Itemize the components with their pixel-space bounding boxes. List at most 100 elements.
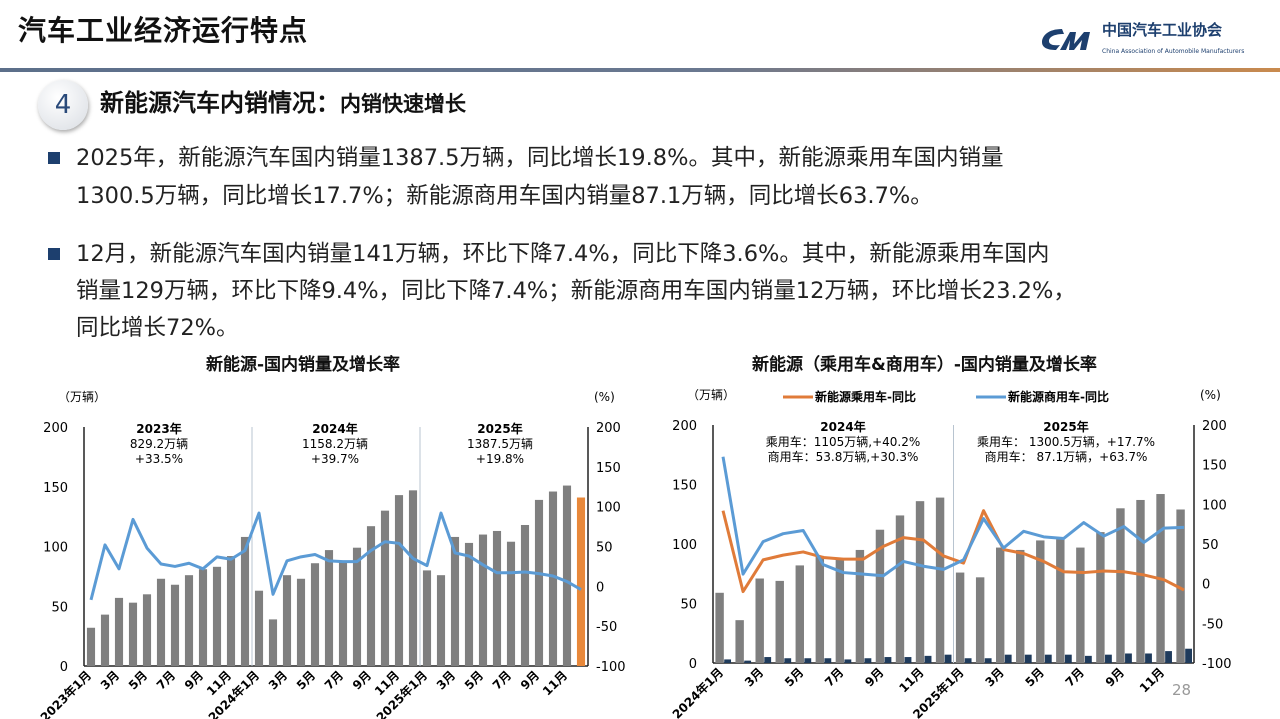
- commercial-sales-bar: [944, 654, 952, 663]
- section-title: 新能源汽车内销情况：内销快速增长: [100, 88, 466, 119]
- sales-bar: [562, 485, 572, 666]
- commercial-sales-bar: [1024, 654, 1032, 663]
- sales-bar: [324, 550, 334, 666]
- chart-2-annotation-line: 2024年: [820, 419, 865, 434]
- chart-2-annotation-line: 商用车： 87.1万辆，+63.7%: [985, 449, 1148, 464]
- commercial-sales-bar: [1145, 653, 1152, 663]
- passenger-sales-bar: [1096, 532, 1105, 663]
- bullet-2-line-3: 同比增长72%。: [76, 315, 239, 341]
- commercial-sales-bar: [924, 655, 932, 663]
- chart-2-xtick: 5月: [1023, 665, 1047, 689]
- commercial-sales-bar: [984, 658, 992, 663]
- passenger-sales-bar: [1116, 508, 1125, 663]
- chart-1-ytick-right: 150: [596, 461, 621, 476]
- commercial-sales-bar: [1044, 654, 1052, 663]
- passenger-sales-bar: [755, 578, 764, 663]
- chart-1-annotation-line: 2024年: [312, 421, 357, 436]
- chart-1-xtick: 2023年1月: [37, 668, 94, 719]
- chart-1-ytick-right: 100: [596, 501, 621, 516]
- bullet-1-line-2: 1300.5万辆，同比增长17.7%；新能源商用车国内销量87.1万辆，同比增长…: [76, 183, 933, 209]
- passenger-sales-bar: [795, 565, 804, 663]
- commercial-sales-bar: [844, 659, 852, 663]
- sales-bar: [296, 578, 306, 666]
- section-title-main: 新能源汽车内销情况：: [100, 89, 340, 117]
- chart-1-xtick: 5月: [294, 668, 318, 692]
- chart-2-annotation-line: 商用车：53.8万辆,+30.3%: [768, 449, 919, 464]
- chart-2-xtick: 7月: [822, 665, 846, 689]
- chart-2-xtick: 11月: [1137, 665, 1167, 695]
- sales-bar: [422, 570, 432, 666]
- passenger-sales-bar: [915, 501, 925, 663]
- chart-1-annotation-line: 1387.5万辆: [467, 437, 533, 451]
- sales-bar: [520, 524, 530, 666]
- commercial-sales-bar: [1185, 648, 1192, 663]
- commercial-sales-bar: [724, 659, 732, 663]
- chart-1-xtick: 3月: [266, 668, 290, 692]
- sales-bar: [478, 534, 488, 666]
- commercial-sales-bar: [764, 657, 772, 663]
- chart-2-ytick-right: 0: [1202, 578, 1210, 593]
- legend-label-2: 新能源商用车-同比: [1008, 389, 1109, 404]
- chart-2-ytick-left: 200: [672, 419, 697, 434]
- sales-bar: [394, 495, 404, 666]
- chart-1-ylabel-right: (%): [594, 390, 615, 404]
- chart-1-annotation-line: 2023年: [136, 421, 181, 436]
- chart-1-ylabel-left: （万辆）: [58, 390, 106, 404]
- chart-2-xtick: 3月: [982, 665, 1006, 689]
- bullet-2-line-1: 12月，新能源汽车国内销量141万辆，环比下降7.4%，同比下降3.6%。其中，…: [76, 241, 1050, 267]
- passenger-sales-bar: [975, 577, 985, 663]
- section-subtitle: 内销快速增长: [340, 92, 466, 116]
- chart-1-ytick-left: 50: [51, 600, 68, 615]
- yoy-growth-line: [89, 511, 582, 601]
- bullet-2-line-2: 销量129万辆，环比下降9.4%，同比下降7.4%；新能源商用车国内销量12万辆…: [76, 278, 1076, 304]
- caam-logo: 中国汽车工业协会 China Association of Automobile…: [1040, 20, 1280, 64]
- commercial-sales-bar: [1165, 651, 1172, 663]
- chart-2-xtick: 9月: [862, 665, 886, 689]
- chart-1-xtick: 11月: [540, 668, 570, 698]
- sales-bar: [170, 584, 180, 666]
- chart-1-xtick: 7月: [490, 668, 514, 692]
- sales-bar: [128, 602, 138, 666]
- commercial-sales-bar: [804, 658, 812, 663]
- sales-bar: [156, 578, 166, 666]
- chart-2-ytick-left: 100: [672, 538, 697, 553]
- chart-1-xtick: 3月: [434, 668, 458, 692]
- sales-bar: [212, 566, 222, 666]
- sales-bar: [282, 575, 292, 666]
- chart-2-ytick-left: 50: [680, 598, 697, 613]
- chart-2-xtick: 3月: [742, 665, 766, 689]
- chart-2-xtick: 7月: [1063, 665, 1087, 689]
- passenger-sales-bar: [835, 559, 845, 663]
- commercial-sales-bar: [1125, 653, 1132, 663]
- chart-2-annotation-line: 乘用车： 1300.5万辆，+17.7%: [977, 434, 1155, 449]
- passenger-sales-bar: [855, 549, 865, 663]
- passenger-sales-bar: [1016, 549, 1025, 663]
- passenger-sales-bar: [1176, 509, 1185, 663]
- chart-1-ytick-left: 100: [43, 541, 68, 556]
- sales-bar: [114, 597, 124, 666]
- chart-2-ytick-right: 200: [1202, 419, 1227, 434]
- header-divider: [0, 68, 1280, 72]
- legend-label-1: 新能源乘用车-同比: [815, 389, 916, 404]
- sales-bar: [450, 536, 460, 666]
- chart-2-ylabel-right: (%): [1200, 388, 1221, 402]
- sales-bar: [548, 491, 558, 666]
- sales-bar: [254, 590, 264, 666]
- sales-bar: [338, 562, 348, 666]
- passenger-yoy-line: [721, 509, 1185, 594]
- sales-bar: [576, 497, 586, 666]
- commercial-sales-bar: [824, 658, 832, 663]
- commercial-sales-bar: [884, 657, 892, 663]
- logo-text-en: China Association of Automobile Manufact…: [1102, 48, 1245, 55]
- chart-2-ytick-right: 100: [1202, 498, 1227, 513]
- chart-1-annotation-line: +33.5%: [135, 452, 183, 466]
- commercial-sales-bar: [744, 660, 752, 663]
- chart-2-ytick-left: 150: [672, 479, 697, 494]
- commercial-sales-bar: [1004, 654, 1012, 663]
- chart-2-title: 新能源（乘用车&商用车）-国内销量及增长率: [752, 355, 1097, 375]
- chart-1-ytick-left: 150: [43, 481, 68, 496]
- passenger-sales-bar: [955, 572, 965, 663]
- chart-1-xtick: 9月: [518, 668, 542, 692]
- chart-2-annotation-line: 乘用车：1105万辆,+40.2%: [766, 434, 921, 449]
